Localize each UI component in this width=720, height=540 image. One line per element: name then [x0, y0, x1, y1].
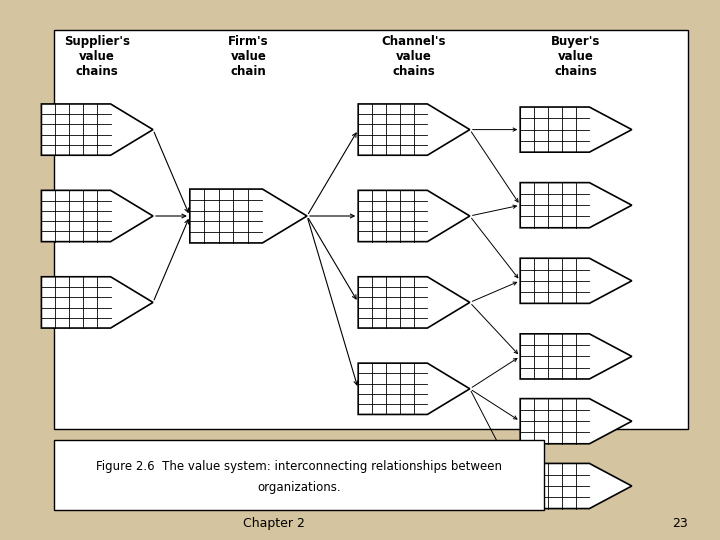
Polygon shape: [190, 189, 307, 243]
Text: Channel's
value
chains: Channel's value chains: [382, 35, 446, 78]
Text: organizations.: organizations.: [257, 481, 341, 494]
Bar: [54, 30, 688, 429]
Polygon shape: [358, 276, 469, 328]
Polygon shape: [42, 276, 153, 328]
Polygon shape: [42, 191, 153, 241]
Polygon shape: [358, 363, 469, 415]
Polygon shape: [521, 334, 632, 379]
Polygon shape: [521, 463, 632, 509]
Polygon shape: [521, 107, 632, 152]
Polygon shape: [42, 104, 153, 156]
Polygon shape: [521, 258, 632, 303]
Text: Figure 2.6  The value system: interconnecting relationships between: Figure 2.6 The value system: interconnec…: [96, 460, 502, 473]
Text: Buyer's
value
chains: Buyer's value chains: [552, 35, 600, 78]
Text: 23: 23: [672, 517, 688, 530]
Text: Supplier's
value
chains: Supplier's value chains: [64, 35, 130, 78]
Polygon shape: [521, 183, 632, 228]
Polygon shape: [521, 399, 632, 444]
Bar: [54, 440, 544, 510]
Polygon shape: [358, 191, 469, 241]
Text: Chapter 2: Chapter 2: [243, 517, 305, 530]
Text: Firm's
value
chain: Firm's value chain: [228, 35, 269, 78]
Polygon shape: [358, 104, 469, 156]
